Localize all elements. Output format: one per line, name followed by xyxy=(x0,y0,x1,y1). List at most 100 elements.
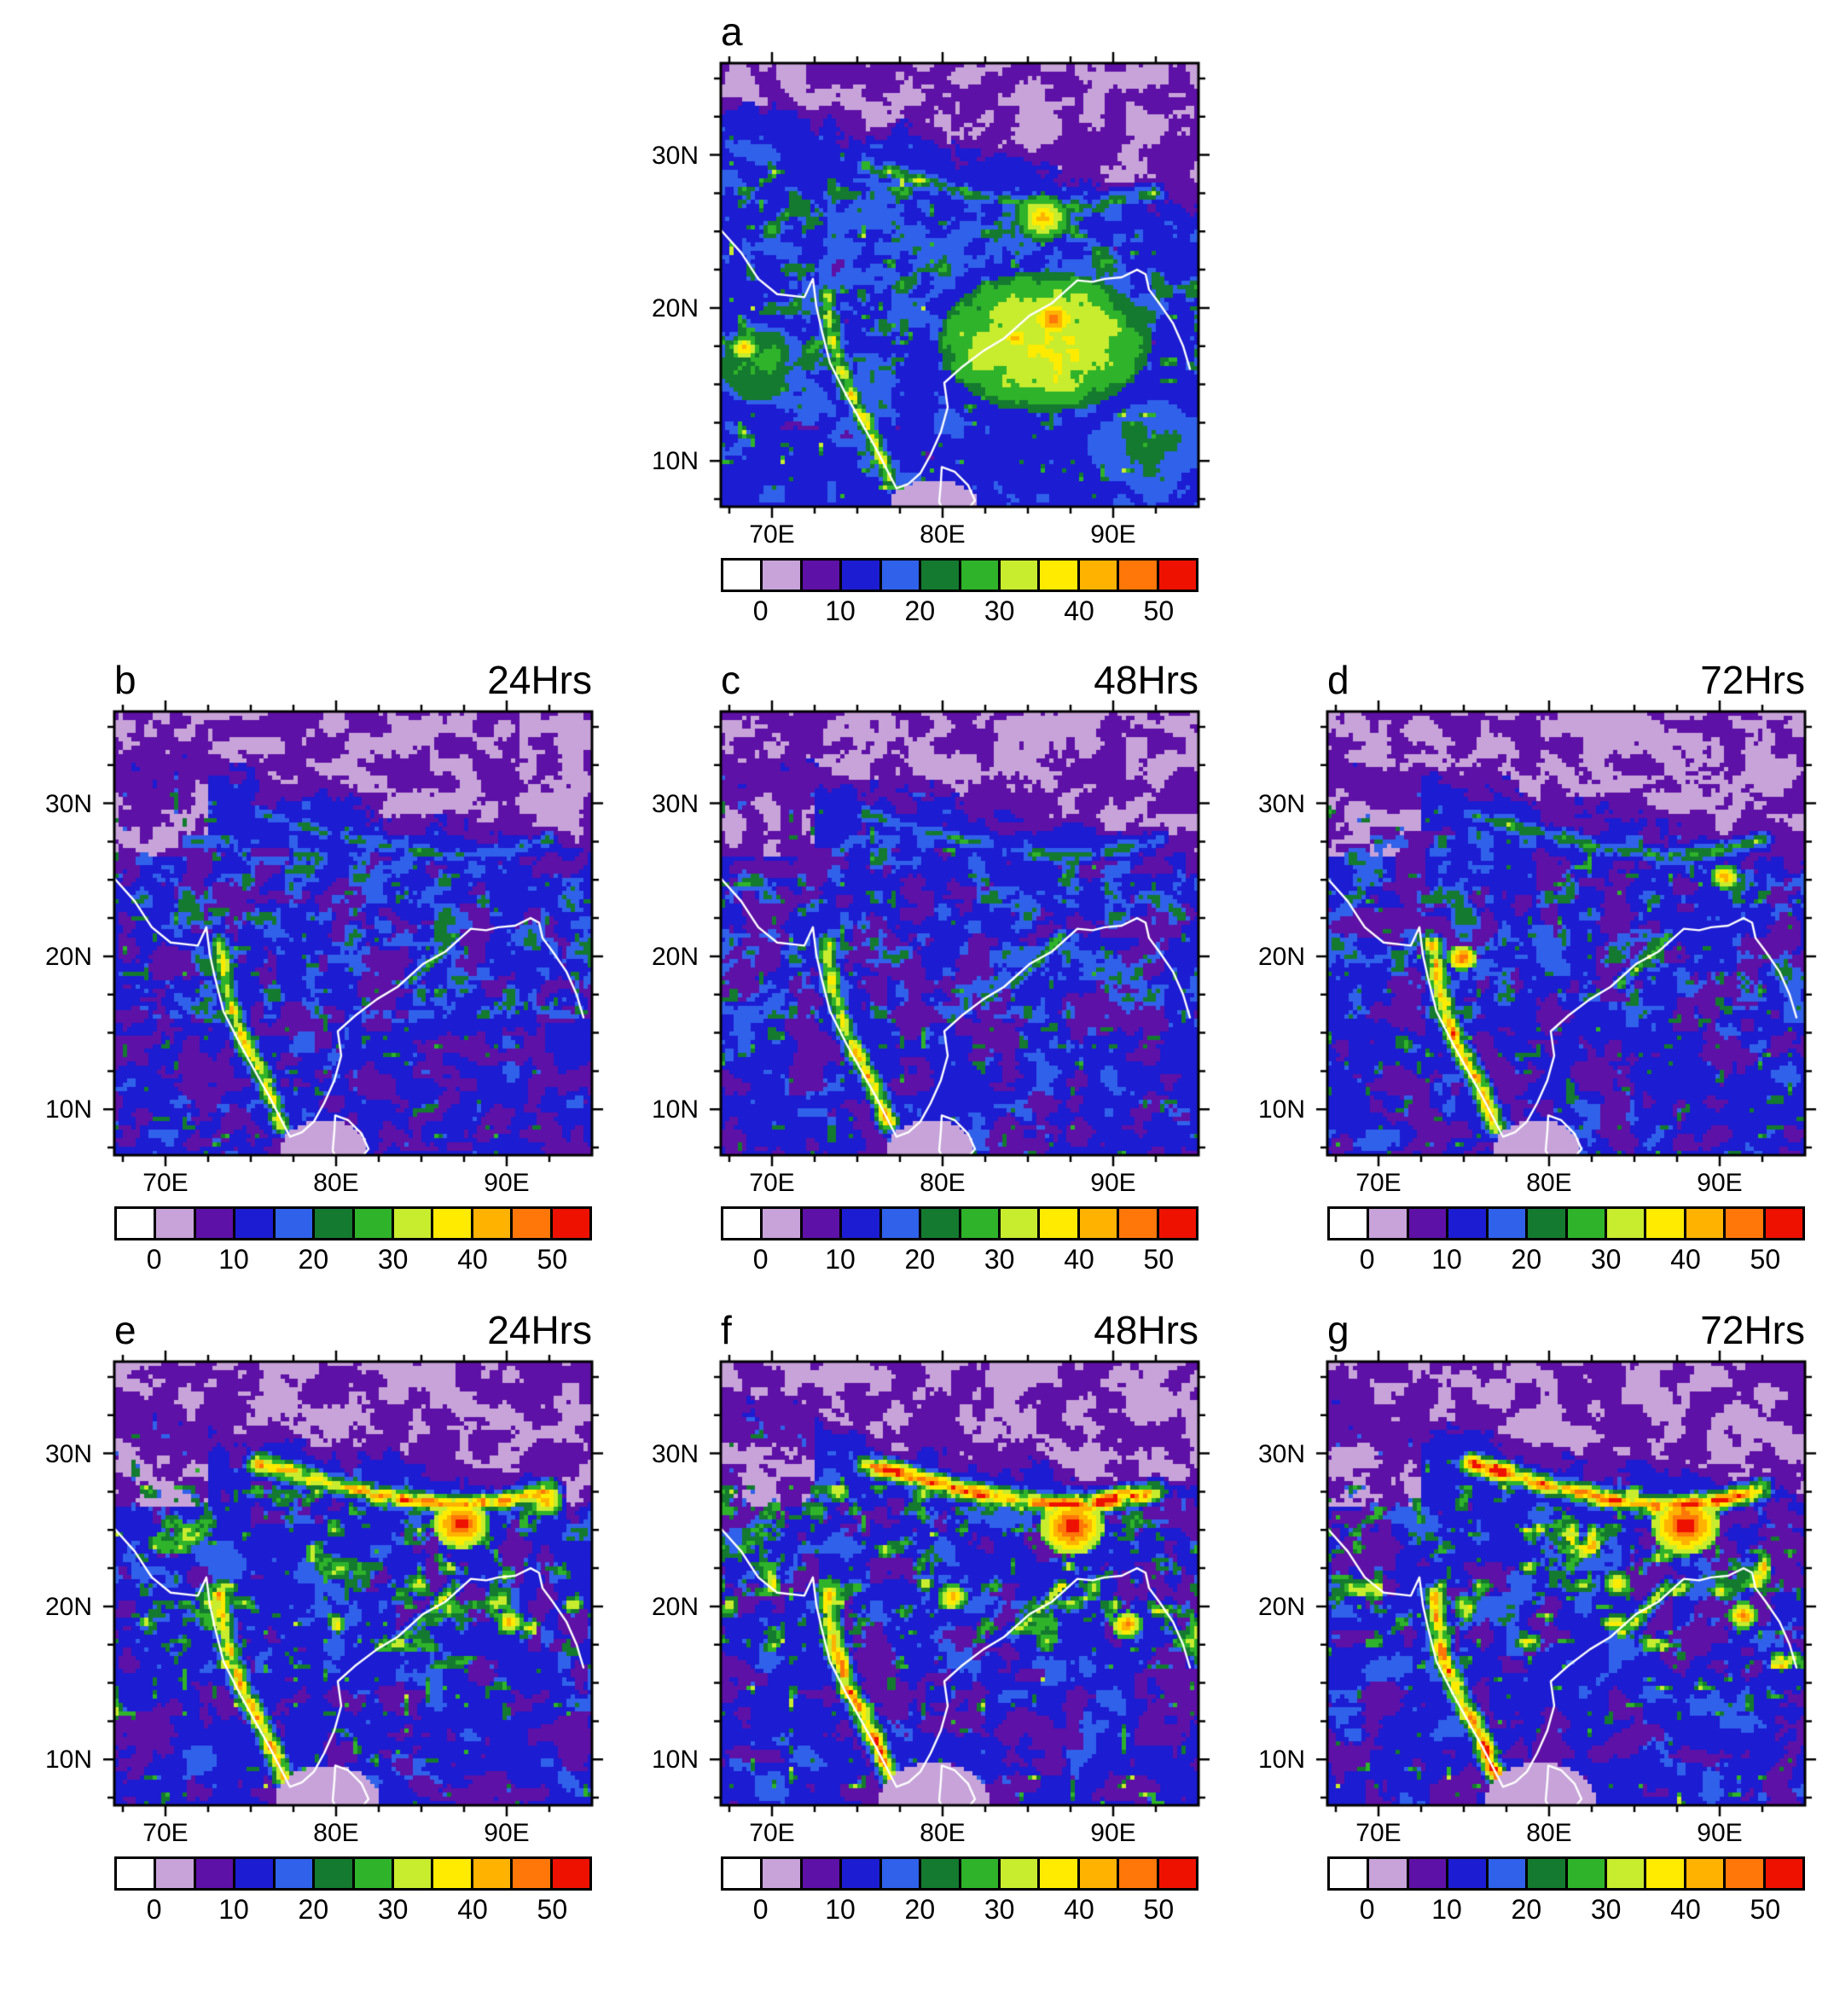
lon-axis-row: 70E 80E 90E xyxy=(1327,1167,1805,1200)
colorbar-swatch xyxy=(1158,1859,1197,1888)
lat-axis-label: 20N xyxy=(651,1592,699,1621)
colorbar-tick-label: 20 xyxy=(1511,1894,1542,1925)
colorbar-swatch xyxy=(1000,561,1041,590)
colorbar-swatch xyxy=(1448,1209,1489,1238)
lon-axis-label: 80E xyxy=(1526,1169,1572,1197)
lat-axis-label: 20N xyxy=(44,1592,92,1621)
lon-axis-label: 70E xyxy=(1355,1169,1402,1197)
colorbar-swatch xyxy=(1726,1859,1766,1888)
colorbar-swatch xyxy=(1646,1209,1686,1238)
colorbar-swatch xyxy=(195,1209,236,1238)
lat-axis-label: 30N xyxy=(44,789,92,818)
panel-header: c 48Hrs xyxy=(721,655,1198,700)
map-area: 30N 20N 10N xyxy=(1230,1350,1817,1817)
colorbar-scale xyxy=(721,1206,1198,1240)
colorbar-swatch xyxy=(1528,1209,1568,1238)
lat-axis-label: 30N xyxy=(651,141,699,170)
map-canvas xyxy=(1315,1350,1817,1817)
colorbar-swatch xyxy=(1765,1209,1803,1238)
colorbar-swatch xyxy=(802,1859,843,1888)
colorbar-tick-label: 30 xyxy=(1590,1244,1622,1275)
colorbar-swatch xyxy=(1158,1209,1197,1238)
lat-axis-label: 20N xyxy=(1257,1592,1305,1621)
colorbar: 0 10 20 30 40 50 xyxy=(114,1206,592,1275)
lon-axis-row: 70E 80E 90E xyxy=(721,519,1198,551)
colorbar-tick-row: 0 10 20 30 40 50 xyxy=(1327,1240,1805,1275)
figure-row-bottom: e 24Hrs 30N 20N 10N 70E 80E 90E 0 10 20 30 40 50 f 48Hr… xyxy=(0,1305,1834,1925)
colorbar-tick-row: 0 10 20 30 40 50 xyxy=(721,1891,1198,1925)
colorbar-swatch xyxy=(961,561,1001,590)
colorbar-swatch xyxy=(1079,1859,1120,1888)
colorbar-tick-label: 50 xyxy=(1750,1244,1781,1275)
lon-axis-label: 80E xyxy=(920,520,966,549)
colorbar-swatch xyxy=(921,561,961,590)
colorbar-tick-label: 40 xyxy=(457,1894,488,1925)
colorbar-tick-label: 50 xyxy=(1750,1894,1781,1925)
panel-c: c 48Hrs 30N 20N 10N 70E 80E 90E 0 10 20 30 40 50 xyxy=(624,655,1210,1275)
panel-forecast-hour-label: 48Hrs xyxy=(1094,1308,1198,1352)
colorbar-swatch xyxy=(433,1859,473,1888)
panel-letter: c xyxy=(721,658,740,702)
lat-axis-label: 10N xyxy=(651,1746,699,1775)
colorbar-swatch xyxy=(275,1859,316,1888)
colorbar-tick-label: 10 xyxy=(825,596,856,626)
colorbar-swatch xyxy=(763,561,803,590)
lat-axis-label: 10N xyxy=(1257,1746,1305,1775)
lon-axis-row: 70E 80E 90E xyxy=(114,1167,592,1200)
lon-axis-row: 70E 80E 90E xyxy=(114,1817,592,1850)
colorbar-swatch xyxy=(1079,1209,1120,1238)
panel-header: f 48Hrs xyxy=(721,1305,1198,1350)
colorbar-scale xyxy=(114,1856,592,1891)
colorbar-swatch xyxy=(1119,1859,1159,1888)
lon-axis-label: 90E xyxy=(1090,520,1136,549)
colorbar-tick-label: 0 xyxy=(1359,1244,1375,1275)
colorbar-tick-label: 30 xyxy=(1590,1894,1622,1925)
colorbar-swatch xyxy=(961,1209,1001,1238)
colorbar-swatch xyxy=(473,1209,514,1238)
colorbar-tick-label: 40 xyxy=(1670,1894,1701,1925)
panel-forecast-hour-label: 72Hrs xyxy=(1700,1308,1805,1352)
lat-axis-label: 20N xyxy=(1257,942,1305,971)
panel-a: a 30N 20N 10N 70E 80E 90E 0 10 20 30 40 50 xyxy=(624,7,1210,626)
colorbar-swatch xyxy=(235,1859,276,1888)
colorbar-tick-label: 40 xyxy=(1670,1244,1701,1275)
colorbar-swatch xyxy=(1158,561,1197,590)
colorbar-tick-label: 10 xyxy=(825,1244,856,1275)
lon-axis-label: 70E xyxy=(749,1169,795,1197)
colorbar-swatch xyxy=(1079,561,1120,590)
panel-header: a xyxy=(721,7,1198,51)
colorbar-scale xyxy=(721,1856,1198,1891)
map-canvas xyxy=(709,700,1210,1167)
colorbar-swatch xyxy=(921,1859,961,1888)
colorbar-swatch xyxy=(1567,1859,1607,1888)
colorbar-tick-label: 0 xyxy=(146,1894,162,1925)
colorbar-swatch xyxy=(1488,1859,1529,1888)
colorbar: 0 10 20 30 40 50 xyxy=(1327,1206,1805,1275)
lon-axis-label: 90E xyxy=(1090,1819,1136,1847)
colorbar-swatch xyxy=(961,1859,1001,1888)
colorbar-scale xyxy=(114,1206,592,1240)
colorbar-swatch xyxy=(1040,561,1080,590)
colorbar-swatch xyxy=(1726,1209,1766,1238)
colorbar-swatch xyxy=(763,1209,803,1238)
map-area: 30N 20N 10N xyxy=(1230,700,1817,1167)
colorbar: 0 10 20 30 40 50 xyxy=(1327,1856,1805,1925)
lon-axis-label: 80E xyxy=(313,1819,359,1847)
lat-axis-label: 10N xyxy=(1257,1095,1305,1124)
panel-f: f 48Hrs 30N 20N 10N 70E 80E 90E 0 10 20 30 40 50 xyxy=(624,1305,1210,1925)
colorbar-swatch xyxy=(1040,1209,1080,1238)
panel-letter: f xyxy=(721,1308,732,1352)
colorbar-tick-label: 30 xyxy=(984,1894,1015,1925)
map-canvas xyxy=(102,1350,604,1817)
colorbar-tick-label: 10 xyxy=(1431,1894,1462,1925)
colorbar-swatch xyxy=(315,1859,355,1888)
lon-axis-label: 70E xyxy=(1355,1819,1402,1847)
lon-axis-label: 80E xyxy=(920,1169,966,1197)
lon-axis-label: 90E xyxy=(484,1819,530,1847)
lon-axis-row: 70E 80E 90E xyxy=(1327,1817,1805,1850)
figure-row-middle: b 24Hrs 30N 20N 10N 70E 80E 90E 0 10 20 30 40 50 c 48Hr… xyxy=(0,655,1834,1275)
colorbar-swatch xyxy=(723,1209,763,1238)
panel-header: b 24Hrs xyxy=(114,655,592,700)
colorbar-swatch xyxy=(195,1859,236,1888)
colorbar-swatch xyxy=(1765,1859,1803,1888)
